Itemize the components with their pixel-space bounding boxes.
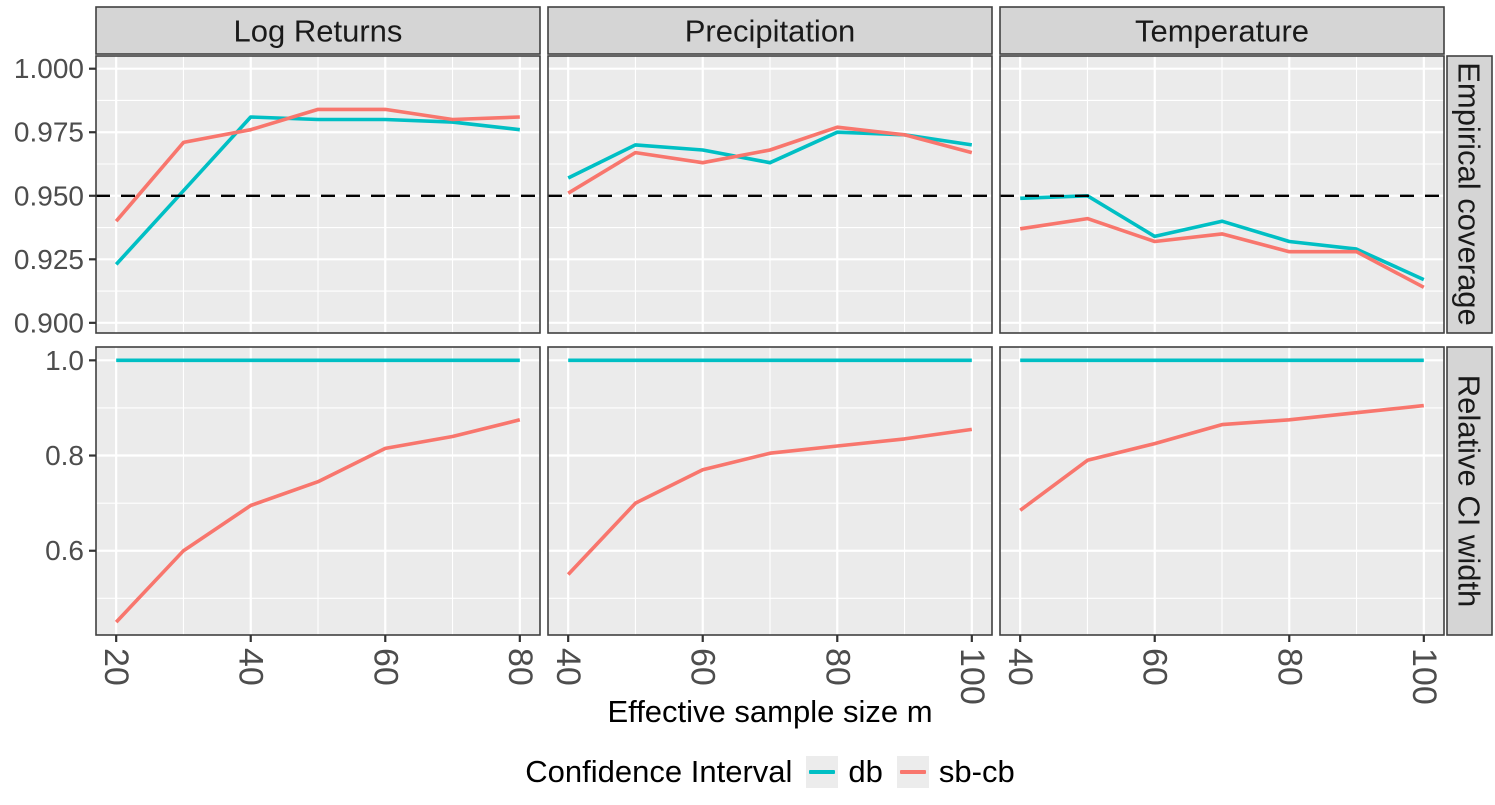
legend-label-db: db <box>848 754 883 789</box>
x-tick-label: 60 <box>1136 648 1174 686</box>
facet-strip-row-1 <box>1446 55 1493 334</box>
legend-item-db: db <box>806 754 883 790</box>
facet-strip-col-3 <box>999 6 1445 55</box>
line-sb-cb <box>114 107 520 223</box>
legend-key-db <box>806 756 839 788</box>
x-tick-label: 100 <box>953 648 991 705</box>
x-tick-label: 100 <box>1405 648 1443 705</box>
legend: Confidence Interval db sb-cb <box>96 750 1444 794</box>
panel-temperature-empirical-coverage <box>999 55 1445 334</box>
x-tick-label: 40 <box>232 648 270 686</box>
facet-strip-label-temperature: Temperature <box>1135 14 1309 49</box>
facet-strip-label-relative-ci-width: Relative CI width <box>1452 375 1487 608</box>
y-tick-label: 1.0 <box>45 345 84 376</box>
db-line-swatch-icon <box>809 770 836 774</box>
y-tick-label: 1.000 <box>14 53 84 84</box>
line-sb-cb <box>1019 403 1424 512</box>
x-tick-label: 40 <box>1001 648 1039 686</box>
panel-border <box>547 55 993 334</box>
panel-border <box>999 55 1445 334</box>
line-sb-cb <box>1019 216 1425 289</box>
panel-border <box>999 346 1445 636</box>
facet-strip-label-empirical-coverage: Empirical coverage <box>1452 62 1487 326</box>
y-tick-label: 0.8 <box>45 440 84 471</box>
line-sb-cb <box>566 427 973 576</box>
legend-item-sb-cb: sb-cb <box>896 754 1015 790</box>
facet-strip-label-log-returns: Log Returns <box>234 14 403 49</box>
facet-strip-col-1 <box>95 6 541 55</box>
sb-cb-line-swatch-icon <box>899 770 926 774</box>
facet-strip-label-precipitation: Precipitation <box>685 14 856 49</box>
line-db <box>114 115 521 266</box>
facet-strip-row-2 <box>1446 346 1493 636</box>
axes-layer: 1.000 0.975 0.950 0.925 0.900 1.0 0.8 0.6 20 40 60… <box>14 53 1443 705</box>
line-sb-cb <box>567 125 973 195</box>
x-tick-label: 80 <box>818 648 856 686</box>
legend-label-sb-cb: sb-cb <box>938 754 1015 789</box>
panel-precipitation-empirical-coverage <box>547 55 993 334</box>
x-tick-label: 60 <box>684 648 722 686</box>
panel-border <box>95 346 541 636</box>
x-tick-label: 60 <box>366 648 404 686</box>
x-axis-title: Effective sample size m <box>607 694 933 729</box>
panel-border <box>95 55 541 334</box>
panel-border <box>547 346 993 636</box>
facet-strips: Log Returns Precipitation Temperature Em… <box>95 6 1493 636</box>
panel-log-returns-empirical-coverage <box>95 55 541 334</box>
panels-layer <box>95 55 1445 636</box>
x-tick-label: 80 <box>501 648 539 686</box>
x-tick-label: 20 <box>97 648 135 686</box>
y-tick-label: 0.900 <box>14 307 84 338</box>
facet-strip-col-2 <box>547 6 993 55</box>
panel-log-returns-relative-ci-width <box>95 346 541 636</box>
x-tick-label: 40 <box>549 648 587 686</box>
y-tick-label: 0.975 <box>14 117 84 148</box>
y-tick-label: 0.925 <box>14 244 84 275</box>
y-tick-label: 0.6 <box>45 535 84 566</box>
legend-key-sb-cb <box>896 756 929 788</box>
legend-title: Confidence Interval <box>525 754 793 789</box>
panel-precipitation-relative-ci-width <box>547 346 993 636</box>
line-sb-cb <box>114 418 521 624</box>
panel-temperature-relative-ci-width <box>999 346 1445 636</box>
x-tick-label: 80 <box>1270 648 1308 686</box>
y-tick-label: 0.950 <box>14 180 84 211</box>
